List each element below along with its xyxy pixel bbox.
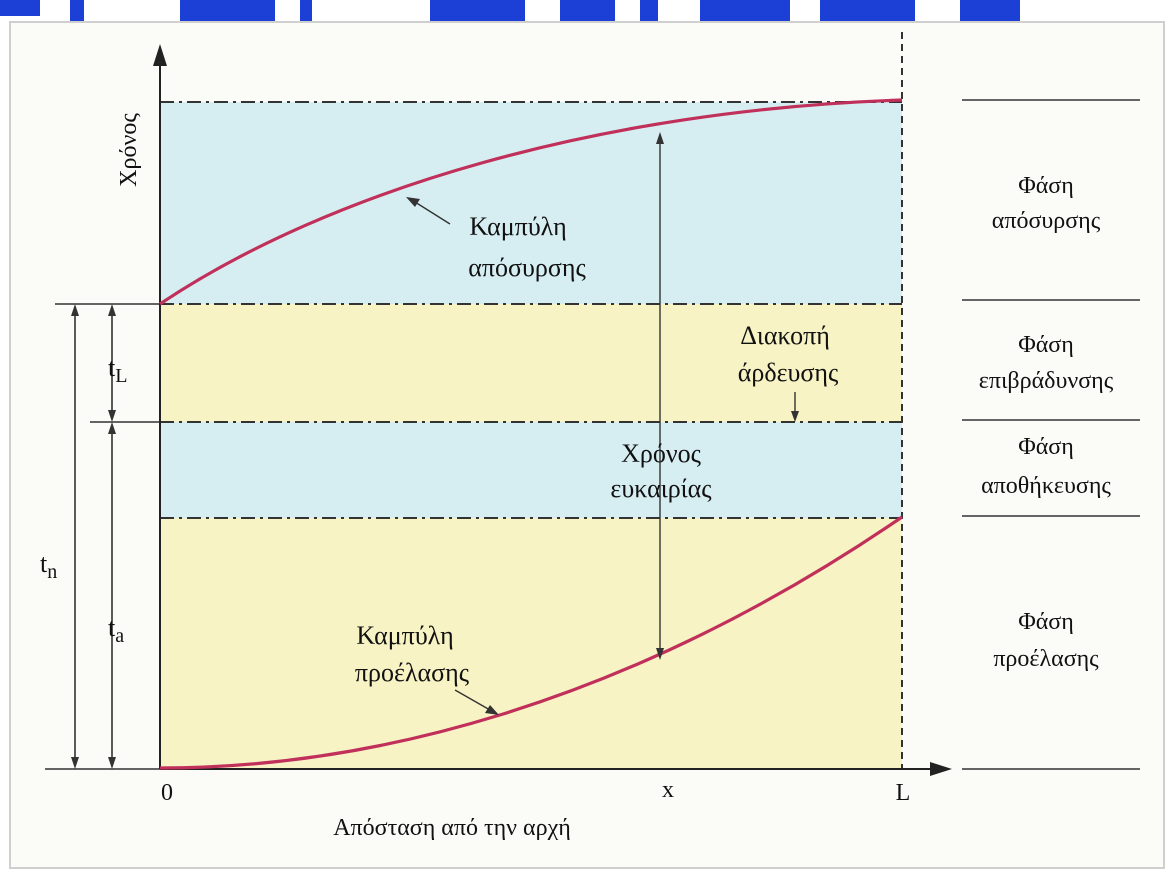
svg-text:προέλασης: προέλασης [993,646,1099,672]
svg-text:προέλασης: προέλασης [355,658,470,687]
phase-label-storage: Φάση αποθήκευσης [981,434,1111,499]
band-storage [160,422,902,518]
opportunity-time-arrow [656,132,664,660]
svg-text:Φάση: Φάση [1018,434,1074,460]
svg-text:επιβράδυνσης: επιβράδυνσης [979,368,1114,394]
right-phase-separators [962,99,1140,770]
x-axis-label: Απόσταση από την αρχή [333,815,571,841]
phase-label-recession: Φάση επιβράδυνσης [979,332,1114,394]
svg-text:Καμπύλη: Καμπύλη [469,212,566,241]
phase-label-advance: Φάση προέλασης [993,609,1099,672]
band-withdrawal [160,102,902,304]
x-tick-L: L [896,780,911,806]
svg-text:Φάση: Φάση [1018,609,1074,635]
svg-text:άρδευσης: άρδευσης [738,358,839,387]
x-axis [160,762,952,776]
withdrawal-curve-label: Καμπύλη απόσυρσης [468,212,586,282]
x-tick-x: x [662,777,674,803]
symbol-tn: tn [40,549,57,583]
advance-curve-label: Καμπύλη προέλασης [355,621,470,687]
y-axis-label: Χρόνος [116,113,142,187]
svg-text:Φάση: Φάση [1018,332,1074,358]
band-recession [160,304,902,422]
symbol-ta: ta [108,613,124,647]
svg-text:απόσυρσης: απόσυρσης [468,253,586,282]
x-tick-origin: 0 [161,780,173,806]
cutoff-pointer-arrow [791,392,799,422]
svg-text:ευκαιρίας: ευκαιρίας [610,474,712,503]
svg-text:απόσυρσης: απόσυρσης [992,208,1101,234]
svg-text:Διακοπή: Διακοπή [740,321,830,350]
withdrawal-curve [159,98,903,306]
phase-label-withdrawal: Φάση απόσυρσης [992,173,1101,234]
symbol-tL: tL [108,353,127,387]
phase-boundary-lines [160,101,902,519]
band-advance [160,518,902,769]
curve-leader-arrows [406,197,499,715]
opportunity-annotation: Χρόνος ευκαιρίας [610,439,712,503]
y-axis [153,44,167,769]
cutoff-annotation: Διακοπή άρδευσης [738,321,839,387]
svg-text:Χρόνος: Χρόνος [621,439,702,468]
left-phase-extensions [45,303,160,770]
time-dimension-arrows [71,304,116,769]
svg-text:Καμπύλη: Καμπύλη [356,621,453,650]
svg-text:αποθήκευσης: αποθήκευσης [981,473,1111,499]
svg-text:Φάση: Φάση [1018,173,1074,199]
advance-curve [159,515,903,770]
